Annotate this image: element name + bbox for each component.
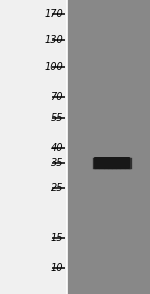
Text: 170: 170 xyxy=(44,9,63,19)
FancyBboxPatch shape xyxy=(94,157,130,169)
Text: 15: 15 xyxy=(51,233,63,243)
Text: 130: 130 xyxy=(44,35,63,45)
Text: 10: 10 xyxy=(51,263,63,273)
Bar xyxy=(67,0,150,294)
Text: 70: 70 xyxy=(51,92,63,102)
Text: 25: 25 xyxy=(51,183,63,193)
Text: 40: 40 xyxy=(51,143,63,153)
Text: 55: 55 xyxy=(51,113,63,123)
Text: 35: 35 xyxy=(51,158,63,168)
Text: 100: 100 xyxy=(44,62,63,72)
